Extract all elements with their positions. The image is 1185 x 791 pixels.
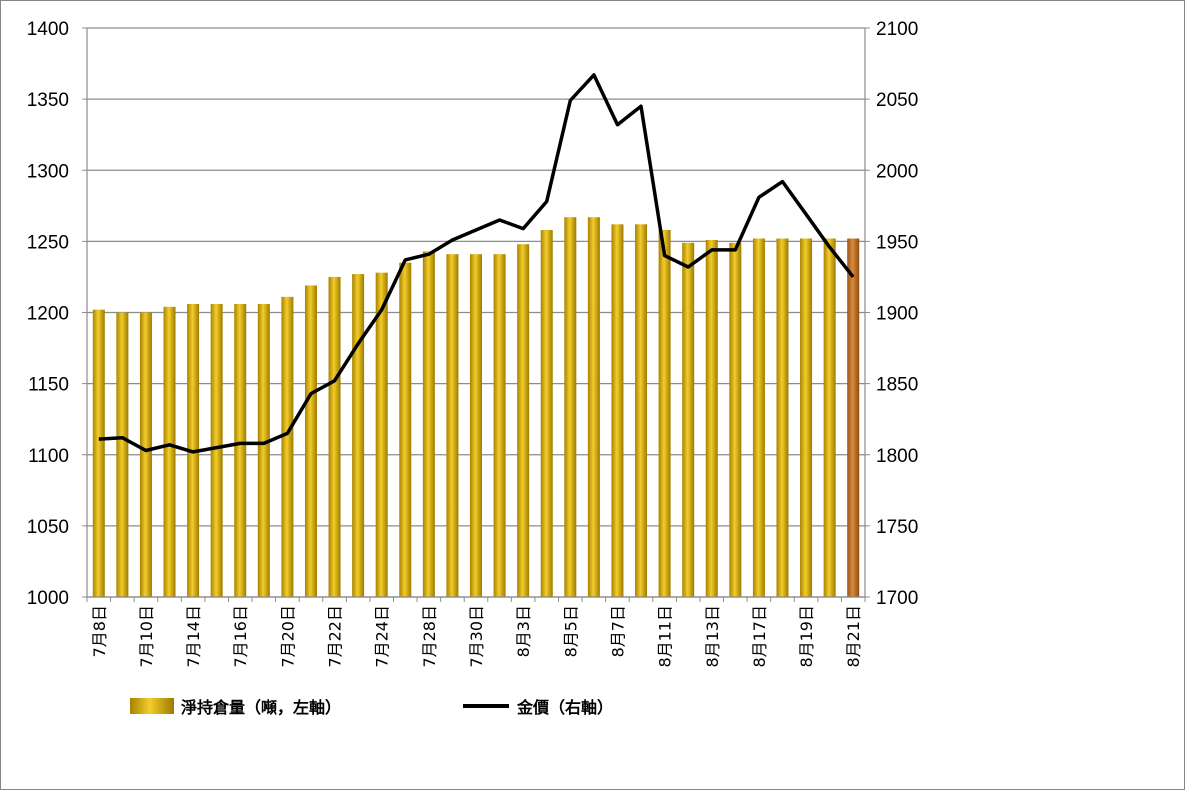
bar	[281, 296, 294, 597]
right-tick-label: 1950	[876, 232, 918, 253]
line-series	[98, 73, 855, 454]
left-axis-ticks: 1400 1350 1300 1250 1200 1150 1100 1050 1000	[27, 19, 69, 609]
bar	[399, 262, 412, 597]
x-tick-label: 8月7日	[608, 605, 627, 657]
left-tick-label: 1250	[27, 232, 69, 253]
x-axis-ticks: 7月8日 7月10日 7月14日 7月16日 7月20日 7月22日 7月24日 7月28日 7…	[90, 605, 863, 668]
x-tick-label: 7月8日	[90, 605, 109, 657]
bar	[257, 303, 270, 597]
x-tick-label: 8月11日	[656, 605, 675, 668]
legend-line-label: 金價（右軸）	[516, 698, 613, 717]
bar	[210, 303, 223, 597]
right-tick-label: 2000	[876, 161, 918, 182]
bar	[375, 272, 388, 597]
bar	[587, 217, 600, 597]
x-tick-label: 7月24日	[373, 605, 392, 668]
bar	[139, 312, 152, 597]
x-tick-label: 7月28日	[420, 605, 439, 668]
bar	[611, 224, 624, 597]
right-tick-label: 1900	[876, 304, 918, 325]
left-tick-label: 1400	[27, 19, 69, 40]
left-tick-label: 1100	[28, 446, 69, 467]
bar	[564, 217, 577, 597]
left-tick-label: 1300	[27, 161, 69, 182]
left-tick-label: 1000	[27, 588, 69, 609]
right-axis-ticks: 2100 2050 2000 1950 1900 1850 1800 1750 1700	[876, 19, 918, 609]
bar	[800, 238, 813, 597]
bar	[470, 254, 482, 598]
bar	[705, 239, 718, 597]
right-tick-label: 2050	[876, 90, 918, 111]
bar	[163, 306, 176, 597]
bar	[304, 285, 317, 597]
left-tick-label: 1200	[27, 304, 69, 325]
left-tick-label: 1050	[27, 517, 69, 538]
bar	[92, 309, 105, 597]
x-tick-label: 7月20日	[278, 605, 297, 668]
x-tick-label: 7月16日	[231, 605, 250, 668]
bar	[116, 312, 129, 597]
bar	[823, 238, 836, 597]
bar	[446, 254, 459, 598]
legend: 淨持倉量（噸，左軸） 金價（右軸）	[130, 698, 613, 717]
legend-bar-swatch	[130, 698, 174, 714]
bar	[234, 303, 247, 597]
right-tick-label: 1700	[876, 588, 918, 609]
axes	[82, 27, 870, 602]
bar	[776, 238, 789, 597]
x-tick-label: 7月10日	[137, 605, 156, 668]
bar	[352, 274, 365, 597]
x-tick-label: 8月19日	[797, 605, 816, 668]
legend-bar-label: 淨持倉量（噸，左軸）	[181, 698, 341, 717]
bar	[540, 229, 553, 597]
right-tick-label: 2100	[876, 19, 918, 40]
bar	[493, 254, 506, 598]
x-tick-label: 8月21日	[844, 605, 863, 668]
bar	[517, 244, 530, 597]
x-tick-label: 7月14日	[184, 605, 203, 668]
left-tick-label: 1350	[27, 90, 69, 111]
bar	[328, 276, 341, 597]
bar	[752, 238, 765, 597]
x-tick-label: 8月13日	[703, 605, 722, 668]
left-tick-label: 1150	[28, 375, 69, 396]
right-tick-label: 1850	[876, 375, 918, 396]
x-tick-label: 8月5日	[561, 605, 580, 657]
gold-price-line	[98, 73, 855, 454]
x-tick-label: 7月30日	[467, 605, 486, 668]
bar	[422, 251, 435, 597]
bar-series	[92, 217, 860, 598]
bar	[847, 238, 860, 597]
bar	[729, 242, 742, 598]
bar	[682, 242, 695, 598]
bar	[658, 229, 671, 597]
bar	[635, 224, 648, 597]
right-tick-label: 1750	[876, 517, 918, 538]
right-tick-label: 1800	[876, 446, 918, 467]
x-tick-label: 8月17日	[750, 605, 769, 668]
x-tick-label: 8月3日	[514, 605, 533, 657]
x-tick-label: 7月22日	[326, 605, 345, 668]
